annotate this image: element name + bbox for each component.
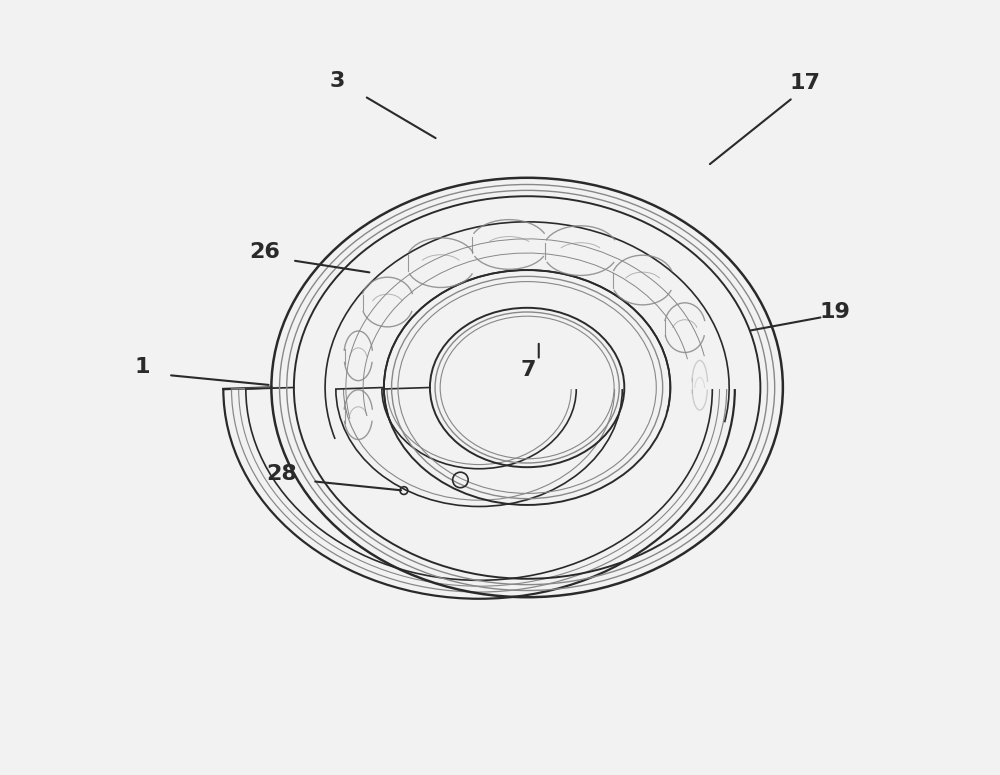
Text: 3: 3 [330, 71, 345, 91]
Text: 7: 7 [521, 360, 536, 381]
Text: 1: 1 [134, 356, 150, 377]
Text: 17: 17 [789, 73, 820, 93]
Text: 28: 28 [266, 464, 297, 484]
Text: 19: 19 [819, 301, 850, 322]
Ellipse shape [271, 177, 783, 598]
Text: 26: 26 [250, 242, 281, 262]
